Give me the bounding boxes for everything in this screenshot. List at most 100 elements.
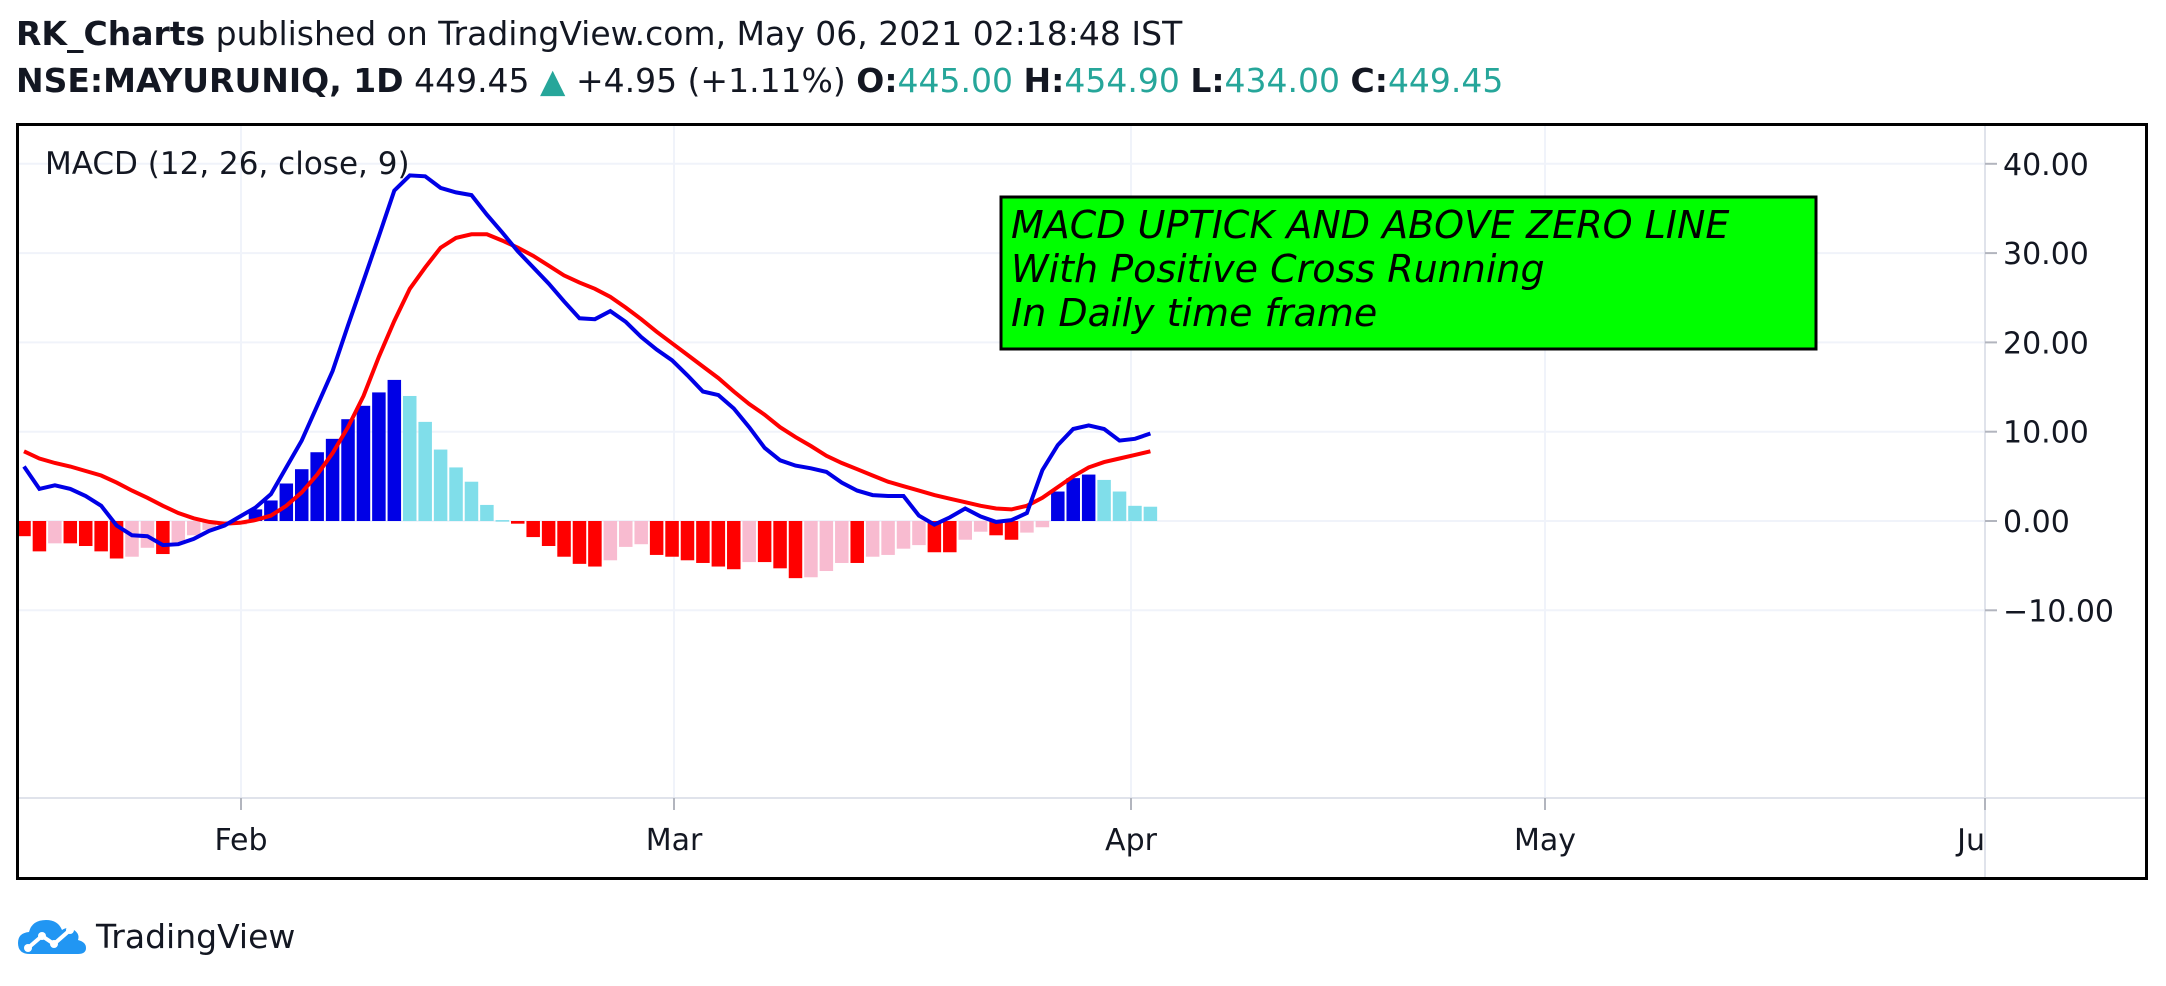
histogram-bar — [480, 504, 494, 521]
tradingview-brand: TradingView — [96, 916, 296, 956]
annotation-line-3: In Daily time frame — [1011, 291, 1377, 335]
signal-line — [23, 232, 1151, 526]
histogram-bar — [958, 521, 972, 540]
y-tick-label: 10.00 — [2003, 416, 2089, 451]
histogram-bar — [541, 521, 556, 547]
histogram-bar — [912, 521, 926, 546]
up-triangle-icon: ▲ — [540, 61, 566, 100]
y-tick-label: −10.00 — [2003, 594, 2114, 629]
histogram-bar — [511, 521, 525, 524]
histogram-bar — [526, 521, 540, 538]
publish-header: RK_Charts published on TradingView.com, … — [16, 12, 1182, 56]
x-tick-label: Ju — [1955, 823, 1985, 858]
histogram-bar — [464, 481, 479, 521]
macd-histogram — [17, 379, 1158, 579]
histogram-bar — [125, 521, 139, 557]
histogram-bar — [1004, 521, 1019, 540]
histogram-bar — [341, 419, 355, 521]
histogram-bar — [727, 521, 741, 570]
histogram-bar — [1097, 479, 1111, 521]
symbol-label: NSE:MAYURUNIQ, 1D — [16, 61, 404, 100]
high-label: H: — [1023, 61, 1065, 100]
price-scale: 40.00 30.00 20.00 10.00 0.00 −10.00 — [1985, 148, 2114, 629]
histogram-bar — [109, 521, 124, 559]
histogram-bar — [773, 521, 787, 569]
last-price: 449.45 — [414, 61, 530, 100]
close-value: 449.45 — [1387, 61, 1504, 100]
histogram-bar — [156, 521, 170, 555]
chart-frame[interactable]: 40.00 30.00 20.00 10.00 0.00 −10.00 Feb Mar Apr… — [16, 123, 2148, 880]
histogram-bar — [418, 421, 432, 521]
tradingview-cloud-icon — [18, 920, 86, 954]
open-label: O: — [856, 61, 898, 100]
histogram-bar — [1128, 505, 1142, 521]
histogram-bar — [1020, 521, 1034, 533]
histogram-bar — [1035, 521, 1050, 528]
histogram-bar — [927, 521, 942, 553]
histogram-bar — [973, 521, 988, 532]
macd-chart[interactable]: 40.00 30.00 20.00 10.00 0.00 −10.00 Feb Mar Apr… — [17, 126, 2145, 877]
publish-info: published on TradingView.com, May 06, 20… — [215, 14, 1183, 53]
histogram-bar — [835, 521, 849, 563]
histogram-bar — [819, 521, 834, 572]
histogram-bar — [356, 405, 371, 521]
histogram-bar — [680, 521, 695, 561]
macd-line — [22, 173, 1152, 548]
histogram-bar — [403, 395, 417, 521]
histogram-bar — [186, 521, 201, 536]
histogram-bar — [495, 520, 510, 522]
annotation-line-2: With Positive Cross Running — [1011, 247, 1545, 291]
low-label: L: — [1190, 61, 1225, 100]
histogram-bar — [850, 521, 864, 563]
tradingview-footer[interactable]: TradingView — [16, 912, 295, 960]
histogram-bar — [1066, 478, 1080, 521]
histogram-bar — [757, 521, 772, 563]
histogram-bar — [865, 521, 880, 557]
low-value: 434.00 — [1224, 61, 1341, 100]
histogram-bar — [788, 521, 803, 579]
x-tick-label: Mar — [646, 823, 703, 858]
time-scale: Feb Mar Apr May Ju — [214, 798, 1986, 858]
histogram-bar — [603, 521, 618, 561]
histogram-bar — [32, 521, 47, 552]
price-change: +4.95 (+1.11%) — [575, 61, 846, 100]
x-tick-label: May — [1514, 823, 1576, 858]
open-value: 445.00 — [897, 61, 1014, 100]
histogram-bar — [649, 521, 664, 555]
histogram-bar — [572, 521, 587, 564]
high-value: 454.90 — [1064, 61, 1180, 100]
histogram-bar — [94, 521, 108, 552]
histogram-bar — [1081, 474, 1096, 521]
close-label: C: — [1350, 61, 1388, 100]
author-name: RK_Charts — [16, 14, 206, 53]
histogram-bar — [742, 521, 756, 563]
symbol-header: NSE:MAYURUNIQ, 1D 449.45 ▲ +4.95 (+1.11%… — [16, 58, 1503, 104]
histogram-bar — [387, 379, 402, 521]
histogram-bar — [433, 449, 448, 521]
histogram-bar — [696, 521, 710, 563]
histogram-bar — [248, 509, 263, 521]
histogram-bar — [279, 483, 294, 521]
histogram-bar — [1143, 506, 1158, 521]
histogram-bar — [48, 521, 62, 544]
histogram-bar — [372, 392, 386, 521]
y-tick-label: 0.00 — [2003, 505, 2070, 540]
histogram-bar — [78, 521, 93, 547]
histogram-bar — [989, 521, 1003, 536]
indicator-label: MACD (12, 26, close, 9) — [45, 146, 410, 182]
histogram-bar — [310, 452, 324, 521]
histogram-bar — [943, 521, 957, 553]
histogram-bar — [557, 521, 571, 557]
y-tick-label: 30.00 — [2003, 237, 2089, 272]
histogram-bar — [294, 469, 309, 521]
histogram-bar — [711, 521, 726, 567]
x-tick-label: Apr — [1105, 823, 1158, 858]
annotation-box[interactable]: MACD UPTICK AND ABOVE ZERO LINE With Pos… — [999, 195, 1818, 351]
histogram-bar — [1112, 491, 1127, 521]
histogram-bar — [171, 521, 186, 545]
histogram-bar — [1051, 491, 1065, 521]
x-tick-label: Feb — [214, 823, 267, 858]
histogram-bar — [17, 521, 31, 537]
histogram-bar — [665, 521, 679, 557]
histogram-bar — [63, 521, 78, 544]
